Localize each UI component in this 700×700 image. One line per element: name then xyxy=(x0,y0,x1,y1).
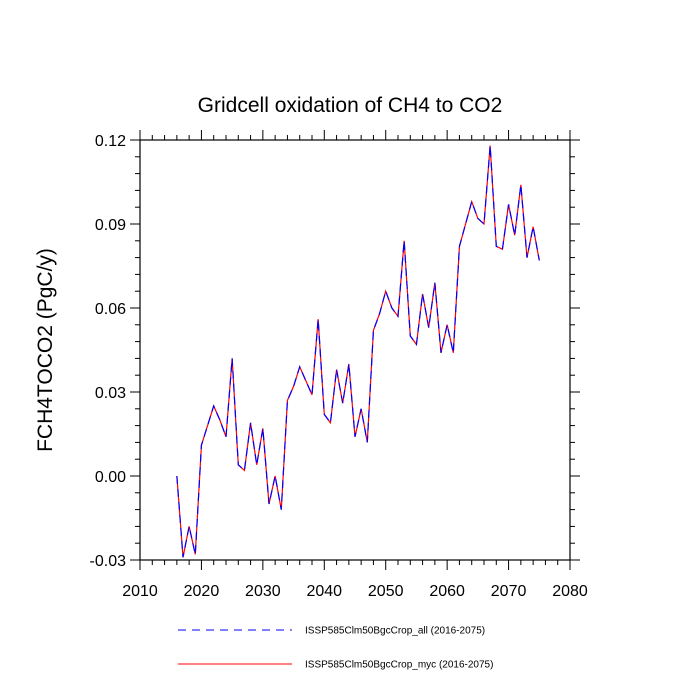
legend-label-1: ISSP585Clm50BgcCrop_myc (2016-2075) xyxy=(305,660,493,671)
x-tick-label: 2060 xyxy=(429,583,465,600)
legend: ISSP585Clm50BgcCrop_all (2016-2075) ISSP5… xyxy=(178,626,493,671)
series-line-0 xyxy=(176,145,540,558)
y-tick-label: 0.03 xyxy=(95,385,126,402)
x-tick-label: 2040 xyxy=(306,583,342,600)
series-lines xyxy=(176,145,540,558)
x-tick-label: 2050 xyxy=(368,583,404,600)
x-tick-label: 2020 xyxy=(184,583,220,600)
y-tick-label: -0.03 xyxy=(90,553,127,570)
series-line-1 xyxy=(176,145,540,558)
x-tick-label: 2080 xyxy=(552,583,588,600)
plot-frame xyxy=(139,139,571,561)
x-tick-label: 2010 xyxy=(122,583,158,600)
y-axis-title: FCH4TOCO2 (PgC/y) xyxy=(34,248,57,452)
legend-label-0: ISSP585Clm50BgcCrop_all (2016-2075) xyxy=(305,626,485,637)
axis-tick-labels: 2010 2020 2030 2040 2050 2060 2070 2080 -0.03 0.0… xyxy=(90,133,588,600)
y-tick-label: 0.12 xyxy=(95,133,126,150)
y-tick-label: 0.06 xyxy=(95,301,126,318)
x-tick-label: 2030 xyxy=(245,583,281,600)
axis-ticks xyxy=(130,130,580,570)
chart-title: Gridcell oxidation of CH4 to CO2 xyxy=(198,94,503,117)
x-tick-label: 2070 xyxy=(491,583,527,600)
y-tick-label: 0.09 xyxy=(95,217,126,234)
y-tick-label: 0.00 xyxy=(95,469,126,486)
